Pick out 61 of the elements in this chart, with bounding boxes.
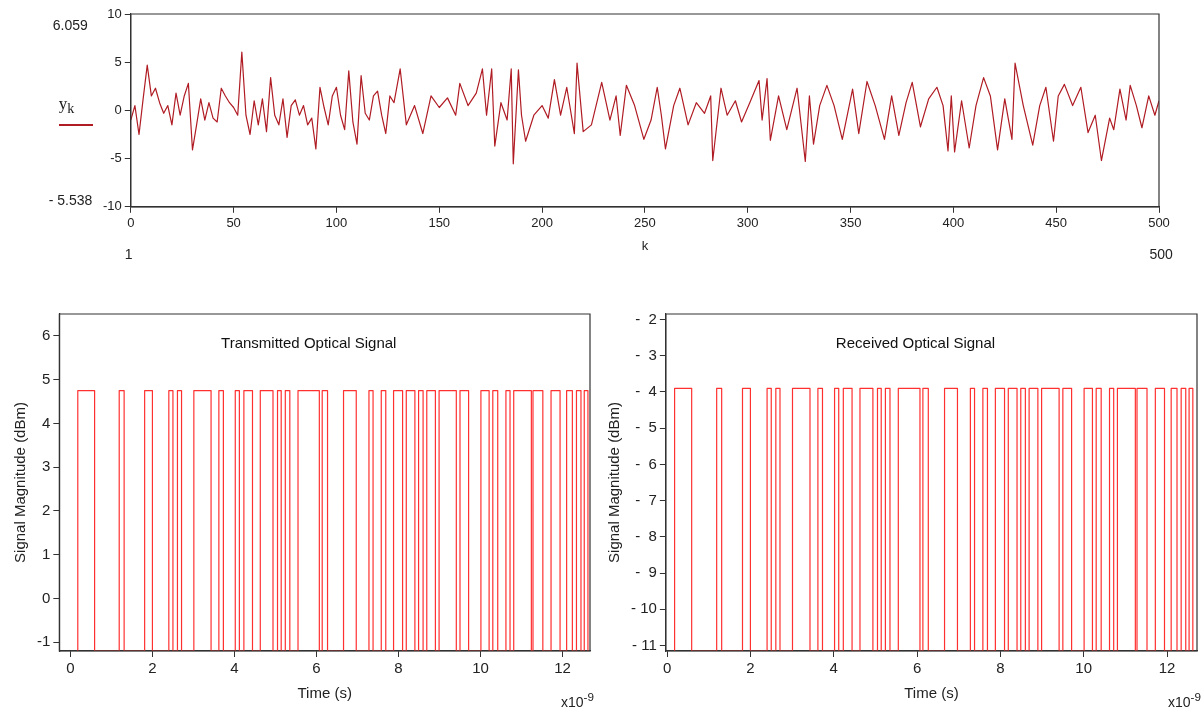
x-tick-label: 200 (531, 215, 553, 231)
y-tick-label: - 6 (635, 454, 657, 472)
y-tick-label: 10 (107, 5, 122, 21)
y-tick-label: - 11 (632, 635, 657, 653)
x-tick-label: 8 (996, 659, 1005, 677)
y-tick-label: 4 (41, 413, 51, 431)
x-tick-label: 150 (428, 215, 451, 231)
y-tick-label: - 8 (635, 527, 657, 544)
y-tick-label: - 9 (635, 563, 657, 581)
y-tick-label: 0 (114, 101, 122, 117)
y-tick-label: - 4 (635, 382, 657, 400)
text: y$_{k}$ (58, 94, 76, 118)
x-tick-label: 0 (127, 215, 135, 231)
x-tick-label: 50 (226, 215, 241, 231)
x-tick-label: 250 (634, 215, 656, 231)
y-tick-label: -10 (102, 198, 122, 214)
x-tick-label: 8 (394, 659, 403, 677)
y-tick-label: 1 (41, 544, 51, 562)
x-tick-label: 100 (325, 215, 348, 231)
x-axis-title: Time (s) (297, 684, 352, 702)
y-tick-label: - 3 (635, 345, 657, 363)
y-tick-label: 6 (41, 326, 51, 344)
text: Received Optical Signal (835, 333, 996, 351)
x-tick-label: 0 (662, 659, 672, 677)
x-tick-label: 2 (148, 659, 157, 677)
y-tick-label: -1 (36, 632, 51, 650)
x-tick-label: 500 (1148, 215, 1170, 231)
y-tick-label: - 10 (630, 599, 657, 617)
y-axis-title: Signal Magnitude (dBm) (11, 402, 29, 563)
y-tick-label: - 2 (635, 309, 657, 327)
x-tick-label: 6 (312, 659, 321, 677)
x-tick-label: 10 (472, 659, 489, 677)
x-tick-label: 0 (66, 659, 75, 677)
x-tick-label: 4 (230, 659, 239, 677)
x-tick-label: 350 (839, 215, 862, 231)
y-axis-title: Signal Magnitude (dBm) (605, 402, 623, 563)
y-tick-label: - 7 (635, 490, 657, 508)
y-tick-label: 5 (114, 53, 122, 69)
x-tick-label: 4 (829, 659, 838, 677)
x-tick-label: 300 (736, 215, 759, 231)
x-tick-label: 6 (912, 659, 922, 677)
x-axis-title: k (641, 237, 649, 253)
x-tick-label: 400 (942, 215, 965, 231)
text: 500 (1149, 245, 1173, 262)
y-tick-label: 3 (41, 457, 51, 475)
text: - 5.538 (48, 191, 93, 208)
x-tick-label: 2 (746, 659, 755, 677)
x-tick-label: 12 (1158, 659, 1176, 677)
text: x10$^{-9}$ (561, 690, 594, 710)
y-tick-label: 0 (41, 588, 51, 606)
text: 6.059 (52, 17, 88, 33)
text: Transmitted Optical Signal (221, 333, 397, 351)
y-tick-label: 2 (41, 501, 51, 519)
y-tick-label: - 5 (635, 418, 657, 436)
text: x10$^{-9}$ (1168, 690, 1201, 710)
y-tick-label: 5 (41, 369, 51, 387)
y-tick-label: -5 (110, 150, 122, 166)
x-tick-label: 10 (1075, 659, 1093, 677)
x-tick-label: 450 (1045, 215, 1068, 231)
x-tick-label: 12 (554, 659, 571, 677)
x-axis-title: Time (s) (904, 684, 959, 702)
